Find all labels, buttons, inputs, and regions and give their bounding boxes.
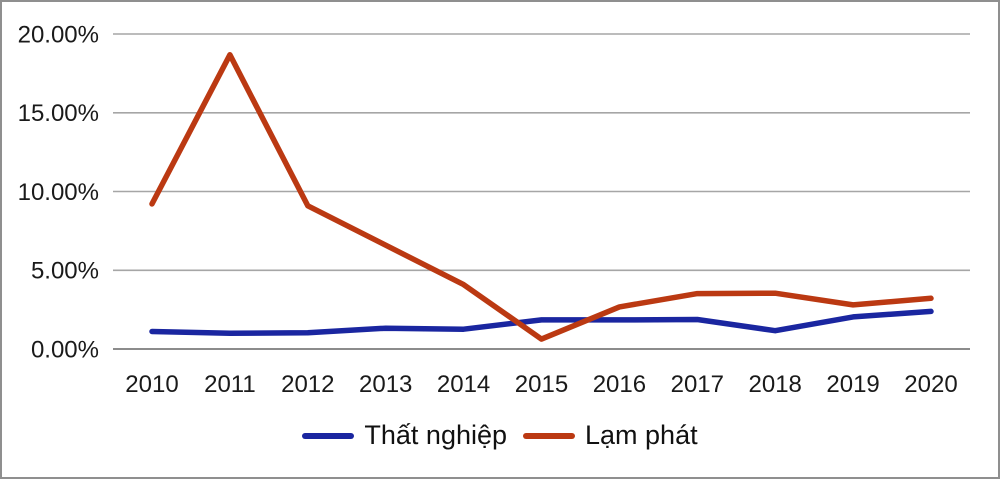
y-axis-tick-label: 10.00% xyxy=(18,179,99,206)
series-line-unemployment xyxy=(149,308,934,337)
x-axis-tick-label: 2020 xyxy=(904,371,957,398)
legend-swatch-unemployment xyxy=(302,432,355,439)
legend-label-unemployment: Thất nghiệp xyxy=(364,420,508,450)
x-axis-tick-label: 2015 xyxy=(515,371,568,398)
x-axis-tick-label: 2016 xyxy=(593,371,646,398)
x-axis-tick-label: 2019 xyxy=(826,371,879,398)
x-axis-tick-label: 2017 xyxy=(671,371,724,398)
y-axis-tick-label: 0.00% xyxy=(31,336,99,363)
legend-item-unemployment: Thất nghiệp xyxy=(302,422,507,449)
y-axis-tick-label: 15.00% xyxy=(18,100,99,127)
x-axis-tick-label: 2013 xyxy=(359,371,412,398)
legend: Thất nghiệp Lạm phát xyxy=(2,422,998,449)
series-line-inflation xyxy=(149,52,934,342)
legend-swatch-inflation xyxy=(523,432,576,439)
legend-label-inflation: Lạm phát xyxy=(585,420,698,450)
y-axis-tick-label: 5.00% xyxy=(31,258,99,285)
x-axis-tick-label: 2014 xyxy=(437,371,490,398)
x-axis-tick-label: 2012 xyxy=(281,371,334,398)
x-axis-tick-label: 2011 xyxy=(204,371,256,398)
x-axis-tick-label: 2010 xyxy=(125,371,178,398)
x-axis-tick-label: 2018 xyxy=(749,371,802,398)
y-axis-tick-label: 20.00% xyxy=(18,21,99,48)
legend-item-inflation: Lạm phát xyxy=(523,422,698,449)
